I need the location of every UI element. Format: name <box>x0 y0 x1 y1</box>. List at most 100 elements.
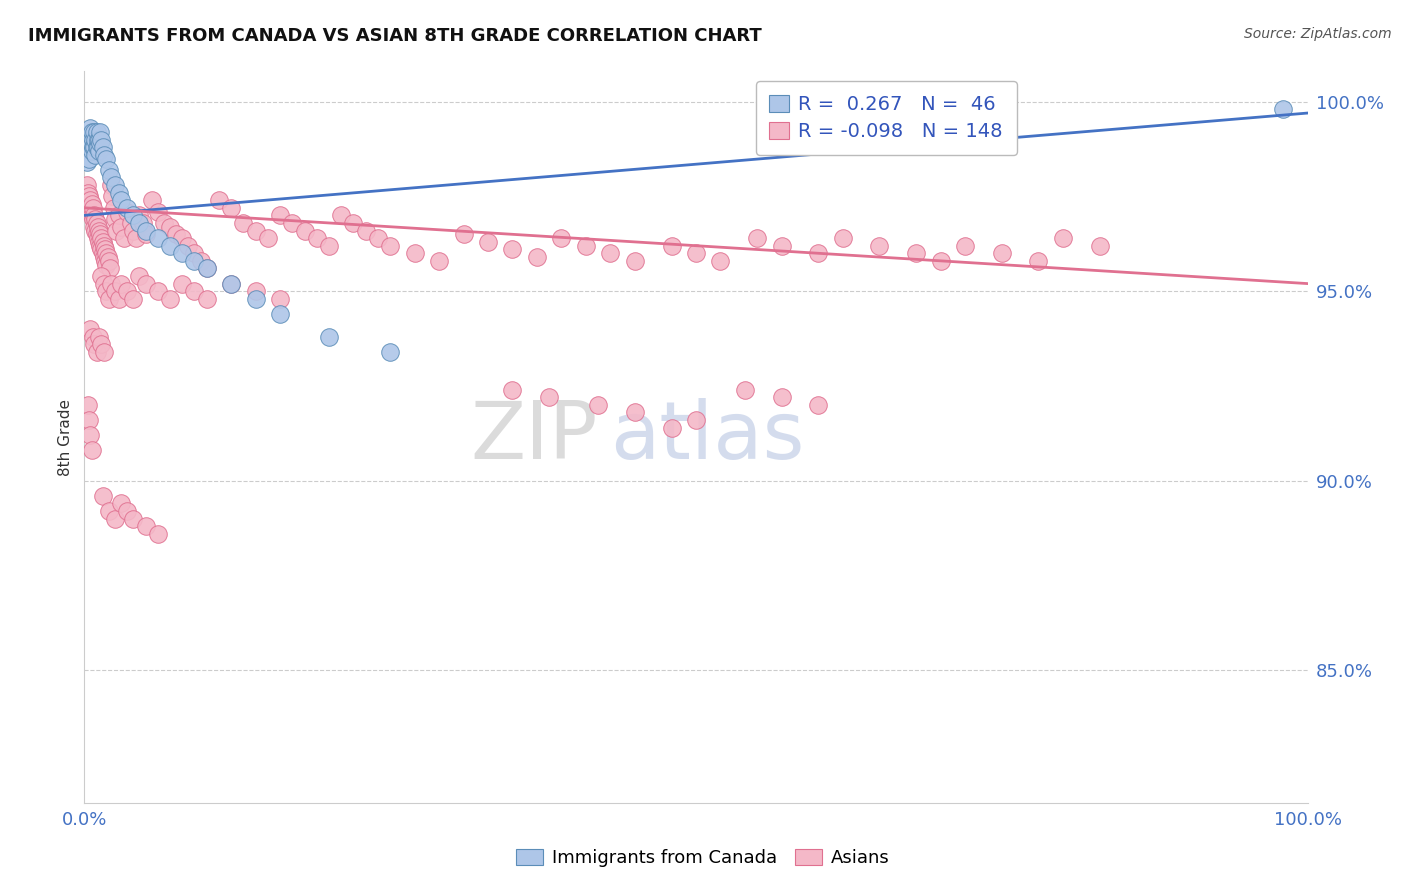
Point <box>79 140 101 154</box>
Text: atlas: atlas <box>610 398 804 476</box>
Point <box>245 292 267 306</box>
Point <box>104 212 127 227</box>
Point <box>79 322 101 336</box>
Point <box>122 208 145 222</box>
Point <box>747 231 769 245</box>
Point <box>93 238 115 252</box>
Point <box>502 243 524 257</box>
Point <box>112 231 135 245</box>
Point <box>100 170 122 185</box>
Point <box>159 292 181 306</box>
Point <box>87 219 110 234</box>
Point <box>105 223 128 237</box>
Point <box>526 250 548 264</box>
Point <box>76 178 98 192</box>
Point <box>89 125 111 139</box>
Point <box>77 189 100 203</box>
Point <box>269 292 291 306</box>
Point <box>87 140 110 154</box>
Point <box>538 390 561 404</box>
Point <box>153 216 176 230</box>
Point <box>294 223 316 237</box>
Point <box>110 219 132 234</box>
Point <box>929 253 952 268</box>
Point <box>82 212 104 227</box>
Point <box>122 223 145 237</box>
Point <box>115 204 138 219</box>
Text: ZIP: ZIP <box>471 398 598 476</box>
Point <box>100 178 122 192</box>
Point <box>94 243 117 257</box>
Point <box>125 231 148 245</box>
Point <box>86 227 108 242</box>
Point <box>80 208 103 222</box>
Point <box>404 246 426 260</box>
Point <box>183 246 205 260</box>
Point <box>97 250 120 264</box>
Point <box>115 201 138 215</box>
Point <box>79 428 101 442</box>
Point <box>953 238 976 252</box>
Point <box>79 204 101 219</box>
Point <box>100 277 122 291</box>
Point <box>104 511 127 525</box>
Point <box>110 193 132 207</box>
Point <box>91 246 114 260</box>
Point <box>208 193 231 207</box>
Point <box>770 390 793 404</box>
Point <box>195 261 218 276</box>
Point <box>110 496 132 510</box>
Point <box>146 204 169 219</box>
Point <box>77 398 100 412</box>
Point <box>77 152 100 166</box>
Point <box>96 246 118 260</box>
Point <box>80 443 103 458</box>
Point <box>80 144 103 158</box>
Point <box>104 178 127 192</box>
Point <box>709 253 731 268</box>
Point <box>146 231 169 245</box>
Point <box>599 246 621 260</box>
Point <box>90 132 112 146</box>
Text: IMMIGRANTS FROM CANADA VS ASIAN 8TH GRADE CORRELATION CHART: IMMIGRANTS FROM CANADA VS ASIAN 8TH GRAD… <box>28 27 762 45</box>
Point <box>141 193 163 207</box>
Point <box>107 292 129 306</box>
Point <box>734 383 756 397</box>
Point <box>770 238 793 252</box>
Point <box>93 277 115 291</box>
Point <box>87 144 110 158</box>
Point <box>110 277 132 291</box>
Point <box>82 329 104 343</box>
Point <box>103 201 125 215</box>
Point <box>122 511 145 525</box>
Point <box>330 208 353 222</box>
Point <box>87 132 110 146</box>
Point <box>128 216 150 230</box>
Point <box>453 227 475 242</box>
Point <box>245 223 267 237</box>
Legend: Immigrants from Canada, Asians: Immigrants from Canada, Asians <box>509 841 897 874</box>
Point <box>165 227 187 242</box>
Point <box>87 231 110 245</box>
Point <box>84 223 107 237</box>
Point <box>89 238 111 252</box>
Point <box>380 238 402 252</box>
Point <box>77 128 100 143</box>
Point <box>82 201 104 215</box>
Point <box>96 284 118 298</box>
Point <box>135 223 157 237</box>
Point <box>97 504 120 518</box>
Point <box>661 420 683 434</box>
Point <box>232 216 254 230</box>
Point <box>122 292 145 306</box>
Point <box>94 253 117 268</box>
Point <box>90 337 112 351</box>
Point <box>120 216 142 230</box>
Point <box>82 140 104 154</box>
Point <box>128 208 150 222</box>
Point <box>87 223 110 237</box>
Point <box>477 235 499 249</box>
Point <box>342 216 364 230</box>
Point <box>146 526 169 541</box>
Point <box>172 231 194 245</box>
